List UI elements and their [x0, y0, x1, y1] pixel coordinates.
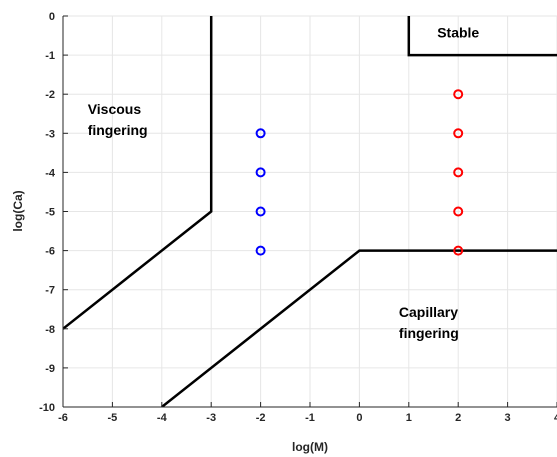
red-data-point	[453, 245, 464, 256]
data-series	[255, 89, 464, 256]
y-tick-label: -3	[45, 128, 55, 140]
y-tick-label: -2	[45, 89, 55, 101]
y-tick-label: -9	[45, 363, 55, 375]
tick-labels: -6-5-4-3-2-1012340-1-2-3-4-5-6-7-8-9-10	[39, 11, 557, 424]
y-tick-label: -5	[45, 207, 55, 219]
grid	[62, 15, 557, 408]
y-tick-label: 0	[49, 11, 55, 23]
blue-data-point	[255, 128, 266, 139]
axes	[62, 15, 557, 408]
y-tick-label: -7	[45, 285, 55, 297]
x-tick-label: -6	[58, 412, 68, 424]
capillary-region-label: Capillary	[399, 304, 458, 320]
viscous-region-label: Viscous	[88, 101, 142, 117]
x-tick-label: -1	[305, 412, 315, 424]
y-axis-title: log(Ca)	[11, 190, 25, 231]
x-tick-label: 4	[554, 412, 557, 424]
x-tick-label: 1	[406, 412, 412, 424]
x-tick-label: -5	[108, 412, 118, 424]
y-tick-label: -10	[39, 402, 55, 414]
x-tick-label: 0	[356, 412, 362, 424]
blue-data-point	[255, 206, 266, 217]
y-tick-label: -6	[45, 246, 55, 258]
x-tick-label: -4	[157, 412, 168, 424]
x-tick-label: -2	[256, 412, 266, 424]
red-data-point	[453, 206, 464, 217]
viscous-region-label: fingering	[88, 122, 148, 138]
x-tick-label: 3	[505, 412, 511, 424]
x-tick-label: -3	[206, 412, 216, 424]
blue-data-point	[255, 245, 266, 256]
y-tick-label: -8	[45, 324, 55, 336]
regime-boundaries	[63, 16, 557, 407]
red-data-point	[453, 128, 464, 139]
x-tick-label: 2	[455, 412, 461, 424]
capillary-region-label: fingering	[399, 325, 459, 341]
viscous-boundary	[63, 16, 213, 330]
y-tick-label: -1	[45, 50, 55, 62]
region-annotations: Viscous fingering Capillary fingering Stable	[88, 25, 480, 342]
capillary-boundary	[161, 249, 557, 407]
stable-region-label: Stable	[437, 25, 479, 41]
stable-boundary	[407, 16, 557, 57]
y-tick-label: -4	[45, 167, 56, 179]
x-axis-title: log(M)	[292, 440, 328, 454]
red-data-point	[453, 167, 464, 178]
red-data-point	[453, 89, 464, 100]
blue-data-point	[255, 167, 266, 178]
